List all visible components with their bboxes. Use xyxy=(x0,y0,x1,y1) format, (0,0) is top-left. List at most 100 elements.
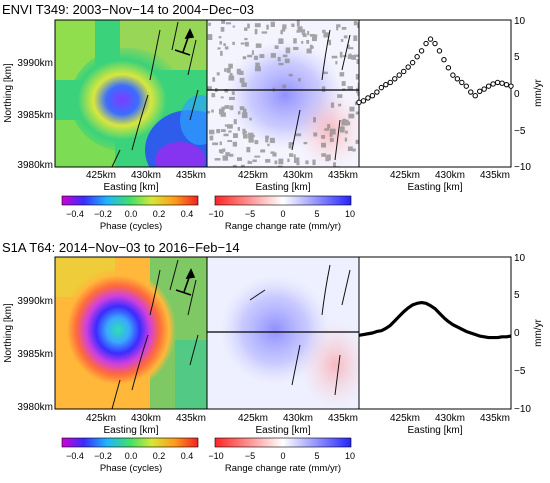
panel-envi: ENVI T349: 2003−Nov−14 to 2004−Dec−03 xyxy=(2,2,544,232)
colorbar-tick: 0.0 xyxy=(125,451,138,461)
masked-pixel xyxy=(270,53,276,58)
profile-point xyxy=(392,76,398,82)
masked-pixel xyxy=(288,142,295,145)
masked-pixel xyxy=(219,141,222,146)
masked-pixel xyxy=(248,161,253,164)
profile-point xyxy=(365,95,371,101)
masked-pixel xyxy=(244,130,247,133)
colorbar-tick: 10 xyxy=(345,451,355,461)
panel-title: ENVI T349: 2003−Nov−14 to 2004−Dec−03 xyxy=(2,2,254,17)
masked-pixel xyxy=(339,72,345,77)
masked-pixel xyxy=(242,56,247,60)
profile-point xyxy=(360,98,367,104)
colorbar-tick: 10 xyxy=(345,209,355,219)
profile-point xyxy=(490,81,496,87)
masked-pixel xyxy=(324,128,330,131)
x-labels: Easting [km] Easting [km] Easting [km] xyxy=(103,425,462,436)
masked-pixel xyxy=(255,43,262,48)
masked-pixel xyxy=(311,45,314,49)
masked-pixel xyxy=(348,47,354,50)
x-tick: 425km xyxy=(86,413,116,424)
masked-pixel xyxy=(260,149,266,153)
masked-pixel xyxy=(254,155,261,158)
masked-pixel xyxy=(357,82,359,88)
masked-pixel xyxy=(229,105,234,110)
masked-pixel xyxy=(221,20,226,24)
profile-point xyxy=(499,80,505,86)
colorbar-tick: −0.2 xyxy=(94,451,112,461)
profile-point xyxy=(418,48,425,54)
masked-pixel xyxy=(300,29,306,33)
colorbar-tick: −5 xyxy=(245,209,255,219)
masked-pixel xyxy=(251,50,254,55)
phase-map xyxy=(55,20,207,167)
phase-colorbar-label: Phase (cycles) xyxy=(100,221,162,232)
masked-pixel xyxy=(240,42,245,45)
masked-pixel xyxy=(232,133,238,138)
masked-pixel xyxy=(322,29,326,33)
colorbar-tick: 0.2 xyxy=(153,451,166,461)
profile-point xyxy=(405,64,411,70)
masked-pixel xyxy=(230,107,234,111)
profile-point xyxy=(508,83,514,89)
masked-pixel xyxy=(347,146,353,152)
masked-pixel xyxy=(289,153,294,157)
masked-pixel xyxy=(239,106,245,111)
masked-pixel xyxy=(223,43,226,46)
colorbar-tick: 0.4 xyxy=(181,209,194,219)
masked-pixel xyxy=(341,26,347,30)
colorbar-tick: −10 xyxy=(208,451,223,461)
masked-pixel xyxy=(321,142,327,148)
masked-pixel xyxy=(254,23,261,28)
profile-point xyxy=(463,83,469,89)
masked-pixel xyxy=(220,27,225,32)
masked-pixel xyxy=(293,38,297,44)
profile-point xyxy=(414,54,420,60)
masked-pixel xyxy=(269,137,275,144)
masked-pixel xyxy=(224,124,230,127)
masked-pixel xyxy=(336,24,341,28)
masked-pixel xyxy=(282,84,287,89)
colorbar-tick: 0 xyxy=(280,451,285,461)
phase-colorbar xyxy=(61,195,199,206)
masked-pixel xyxy=(244,41,249,47)
masked-pixel xyxy=(232,164,237,167)
masked-pixel xyxy=(293,154,296,158)
masked-pixel xyxy=(236,157,243,161)
masked-pixel xyxy=(253,55,259,60)
profile-point xyxy=(378,84,385,91)
masked-pixel xyxy=(229,153,234,157)
masked-pixel xyxy=(293,157,300,164)
masked-pixel xyxy=(321,86,326,93)
masked-pixel xyxy=(241,82,247,87)
masked-pixel xyxy=(237,111,241,115)
profile-point xyxy=(409,59,416,66)
masked-pixel xyxy=(224,46,229,50)
x-tick: 435km xyxy=(328,170,358,181)
colorbar-tick: 5 xyxy=(314,451,319,461)
x-tick: 430km xyxy=(283,413,313,424)
x-axis-label: Easting [km] xyxy=(103,425,158,436)
masked-pixel xyxy=(220,50,223,56)
profile-point xyxy=(401,68,407,75)
masked-pixel xyxy=(353,35,358,41)
masked-pixel xyxy=(301,40,304,44)
masked-pixel xyxy=(219,41,223,45)
masked-pixel xyxy=(232,41,235,45)
profile-point xyxy=(450,72,456,78)
masked-pixel xyxy=(331,55,338,59)
x-tick: 425km xyxy=(238,170,268,181)
masked-pixel xyxy=(225,152,230,157)
x-tick: 430km xyxy=(131,170,161,181)
masked-pixel xyxy=(282,27,286,32)
masked-pixel xyxy=(277,56,281,62)
masked-pixel xyxy=(313,132,318,137)
masked-pixel xyxy=(252,159,257,163)
masked-pixel xyxy=(238,70,244,75)
masked-pixel xyxy=(321,135,326,139)
masked-pixel xyxy=(228,75,235,81)
masked-pixel xyxy=(227,140,232,143)
masked-pixel xyxy=(208,129,215,135)
masked-pixel xyxy=(220,129,226,133)
x-axis-label: Easting [km] xyxy=(103,182,158,193)
